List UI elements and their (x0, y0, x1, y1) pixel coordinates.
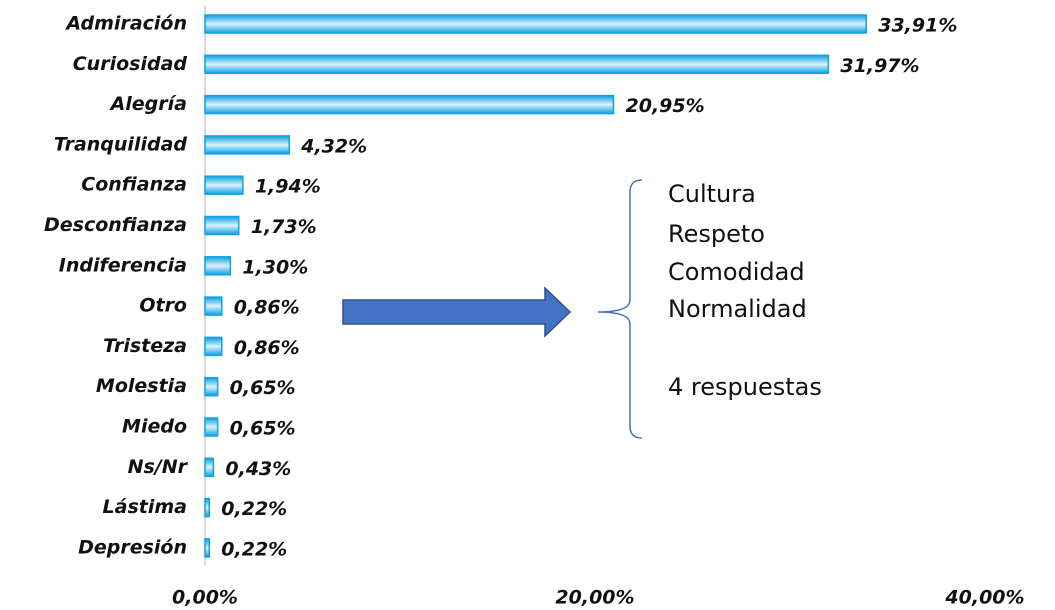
category-label: Indiferencia (59, 254, 187, 276)
category-label: Miedo (122, 416, 187, 438)
value-label: 0,22% (221, 538, 287, 560)
bar (204, 256, 232, 276)
category-label: Tranquilidad (54, 133, 188, 155)
category-label: Otro (139, 295, 187, 317)
value-label: 4,32% (300, 135, 367, 157)
bar (204, 215, 240, 236)
category-label: Admiración (64, 13, 187, 35)
bar (204, 14, 867, 34)
category-label: Alegría (109, 93, 187, 115)
category-label: Lástima (103, 496, 187, 518)
value-label: 33,91% (878, 15, 957, 37)
bar (204, 135, 290, 155)
value-label: 31,97% (840, 55, 919, 77)
arrow (342, 286, 572, 338)
value-label: 0,86% (234, 337, 300, 359)
bar (204, 497, 211, 518)
bar (204, 336, 223, 357)
category-label: Confianza (81, 174, 187, 196)
category-label: Tristeza (103, 335, 187, 357)
annotation-text: Cultura (668, 180, 756, 208)
value-label: 0,86% (234, 297, 300, 319)
bar (204, 54, 830, 75)
annotation-text: Respeto (668, 220, 765, 248)
bar (204, 296, 223, 316)
value-label: 20,95% (626, 95, 705, 117)
category-label: Ns/Nr (128, 456, 189, 478)
bar (204, 94, 615, 115)
value-label: 1,30% (242, 256, 308, 278)
bar (204, 376, 219, 397)
value-label: 0,65% (230, 418, 296, 440)
category-label: Desconfianza (44, 214, 187, 236)
bar (204, 538, 211, 558)
category-label: Curiosidad (73, 53, 188, 75)
value-label: 1,94% (255, 176, 321, 198)
annotation-text: Comodidad (668, 258, 805, 286)
brace (597, 179, 643, 439)
bar (204, 457, 215, 478)
category-label: Depresión (78, 536, 187, 558)
annotation-text: 4 respuestas (668, 373, 822, 401)
value-label: 0,65% (230, 377, 296, 399)
bar (204, 417, 219, 437)
x-tick-label: 40,00% (944, 587, 1024, 609)
x-tick-label: 20,00% (555, 587, 634, 609)
x-tick-label: 0,00% (172, 587, 238, 609)
value-label: 1,73% (251, 216, 317, 238)
bar (204, 175, 244, 195)
value-label: 0,22% (221, 498, 287, 520)
annotation-text: Normalidad (668, 295, 807, 323)
category-label: Molestia (96, 375, 187, 397)
value-label: 0,43% (225, 458, 291, 480)
